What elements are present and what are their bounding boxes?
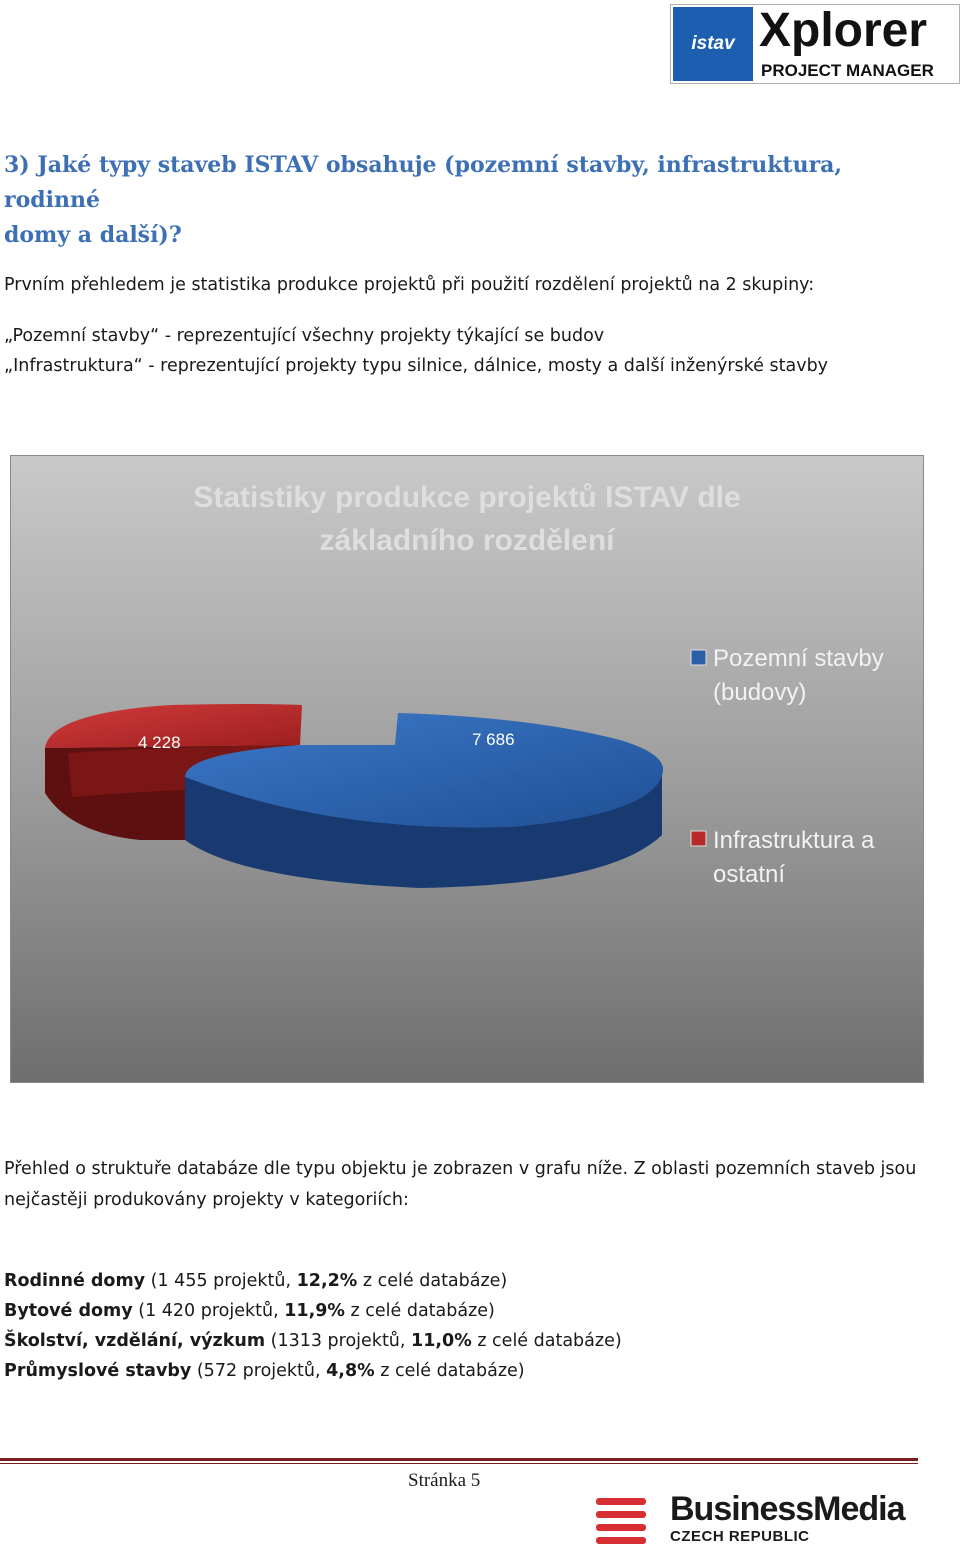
data-label-pozemni: 7 686 [472,730,515,749]
chart-svg: Statistiky produkce projektů ISTAV dle z… [9,454,925,1084]
category-percent: 4,8% [326,1361,375,1381]
category-percent: 11,0% [411,1331,472,1351]
category-tail: z celé databáze) [357,1271,508,1291]
category-count: (1 420 projektů, [132,1301,285,1321]
legend: Pozemní stavby (budovy) Infrastruktura a… [690,645,884,888]
chart-title-line2: základního rozdělení [319,524,616,557]
istav-xplorer-logo: istav Xplorer PROJECT MANAGER [670,4,960,84]
category-percent: 11,9% [284,1301,345,1321]
category-tail: z celé databáze) [471,1331,622,1351]
category-count: (572 projektů, [191,1361,327,1381]
footer-divider-thin [0,1463,918,1464]
page-number: Stránka 5 [408,1470,481,1491]
structure-paragraph-line2: nejčastěji produkovány projekty v katego… [4,1190,409,1210]
pie-chart: Statistiky produkce projektů ISTAV dle z… [9,454,925,1084]
category-count: (1 455 projektů, [145,1271,297,1291]
legend-label-infrastruktura-line2: ostatní [713,861,785,888]
data-label-infrastruktura: 4 228 [138,733,181,752]
brand-name: BusinessMedia [670,1490,906,1528]
footer-divider [0,1458,918,1461]
section-heading: 3) Jaké typy staveb ISTAV obsahuje (poze… [4,148,934,253]
category-tail: z celé databáze) [344,1301,495,1321]
list-item: Průmyslové stavby (572 projektů, 4,8% z … [4,1356,622,1386]
legend-label-pozemni-line1: Pozemní stavby [713,645,884,672]
heading-line2: domy a další)? [4,222,182,248]
intro-paragraph: Prvním přehledem je statistika produkce … [4,275,815,295]
category-name: Školství, vzdělání, výzkum [4,1331,266,1351]
heading-line1: 3) Jaké typy staveb ISTAV obsahuje (poze… [4,152,843,213]
category-count: (1313 projektů, [265,1331,412,1351]
legend-label-infrastruktura-line1: Infrastruktura a [713,827,875,854]
istav-logo-mark: istav [673,7,753,81]
definition-pozemni: „Pozemní stavby“ - reprezentující všechn… [4,326,605,346]
list-item: Školství, vzdělání, výzkum (1313 projekt… [4,1326,622,1356]
category-name: Průmyslové stavby [4,1361,192,1381]
category-list: Rodinné domy (1 455 projektů, 12,2% z ce… [4,1266,622,1386]
definition-infrastruktura: „Infrastruktura“ - reprezentující projek… [4,356,829,376]
brand-subtitle: CZECH REPUBLIC [670,1528,810,1545]
logo-subtitle: PROJECT MANAGER [761,61,934,80]
list-item: Rodinné domy (1 455 projektů, 12,2% z ce… [4,1266,622,1296]
structure-paragraph-line1: Přehled o struktuře databáze dle typu ob… [4,1159,917,1179]
businessmedia-logo: BusinessMedia CZECH REPUBLIC [596,1490,926,1550]
category-name: Bytové domy [4,1301,133,1321]
legend-swatch-pozemni [690,649,707,666]
category-tail: z celé databáze) [374,1361,525,1381]
list-item: Bytové domy (1 420 projektů, 11,9% z cel… [4,1296,622,1326]
legend-swatch-infrastruktura [690,830,707,847]
slice-pozemni [185,713,664,888]
category-name: Rodinné domy [4,1271,146,1291]
chart-title-line1: Statistiky produkce projektů ISTAV dle [193,481,740,514]
legend-label-pozemni-line2: (budovy) [713,679,806,706]
logo-title: Xplorer [759,4,928,57]
category-percent: 12,2% [296,1271,358,1291]
